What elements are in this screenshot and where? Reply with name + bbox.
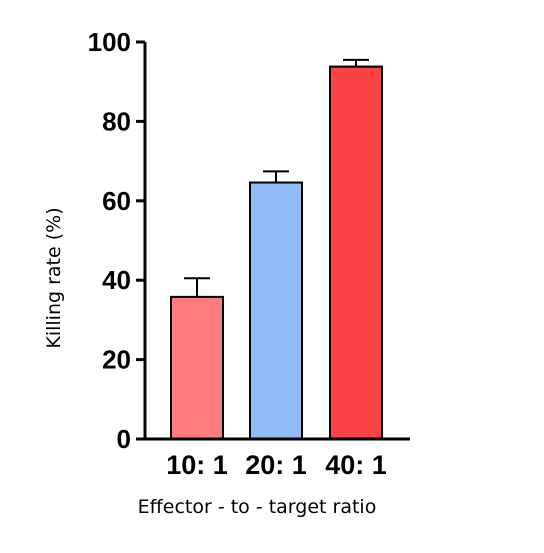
- y-tick-label-80: 80: [102, 106, 131, 136]
- x-tick-label-2: 20: 1: [245, 450, 307, 480]
- y-tick-label-0: 0: [117, 424, 131, 454]
- bar-3: [329, 65, 383, 440]
- chart-marks: 0 20 40 60 80 100 10: 1 20: 1 40: 1: [88, 27, 410, 480]
- bar-1: [170, 295, 224, 440]
- x-axis-title: Effector - to - target ratio: [138, 496, 377, 518]
- x-tick-label-3: 40: 1: [325, 450, 387, 480]
- y-axis-title: Killing rate (%): [43, 207, 65, 348]
- bar-2: [249, 181, 303, 440]
- y-tick-label-100: 100: [88, 27, 131, 57]
- y-tick-label-40: 40: [102, 265, 131, 295]
- y-tick-label-60: 60: [102, 186, 131, 216]
- y-tick-label-20: 20: [102, 345, 131, 375]
- x-tick-label-1: 10: 1: [166, 450, 228, 480]
